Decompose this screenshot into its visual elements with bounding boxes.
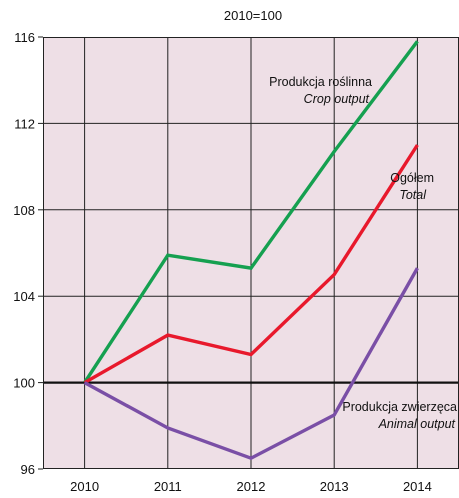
tick-label-y: 116 bbox=[14, 30, 35, 45]
tick-label-y: 96 bbox=[21, 462, 35, 477]
tick-label-x: 2010 bbox=[70, 479, 99, 494]
series-line-total bbox=[83, 144, 419, 385]
label-total: Ogółem Total bbox=[390, 171, 434, 202]
series-line-crop bbox=[83, 40, 419, 384]
tick-label-y: 112 bbox=[14, 116, 35, 131]
series-line-animal bbox=[83, 267, 419, 461]
label-crop-output: Produkcja roślinna Crop output bbox=[269, 75, 372, 106]
tick-label-y: 100 bbox=[13, 376, 35, 391]
x-axis: 2010 2011 2012 2013 2014 bbox=[70, 479, 432, 494]
series-label-crop-en: Crop output bbox=[304, 92, 370, 106]
tick-label-y: 108 bbox=[13, 203, 35, 218]
tick-label-x: 2013 bbox=[320, 479, 349, 494]
tick-label-x: 2012 bbox=[237, 479, 266, 494]
series-lines bbox=[83, 40, 419, 461]
series-label-animal: Produkcja zwierzęca bbox=[342, 400, 457, 414]
series-label-total: Ogółem bbox=[390, 171, 434, 185]
series-label-animal-en: Animal output bbox=[378, 417, 456, 431]
y-axis: 96 100 104 108 112 116 bbox=[13, 30, 43, 477]
tick-label-x: 2011 bbox=[154, 479, 182, 494]
chart-title: 2010=100 bbox=[224, 8, 282, 23]
series-label-crop: Produkcja roślinna bbox=[269, 75, 372, 89]
series-label-total-en: Total bbox=[399, 188, 427, 202]
tick-label-x: 2014 bbox=[403, 479, 432, 494]
label-animal-output: Produkcja zwierzęca Animal output bbox=[342, 400, 457, 431]
tick-label-y: 104 bbox=[13, 289, 35, 304]
